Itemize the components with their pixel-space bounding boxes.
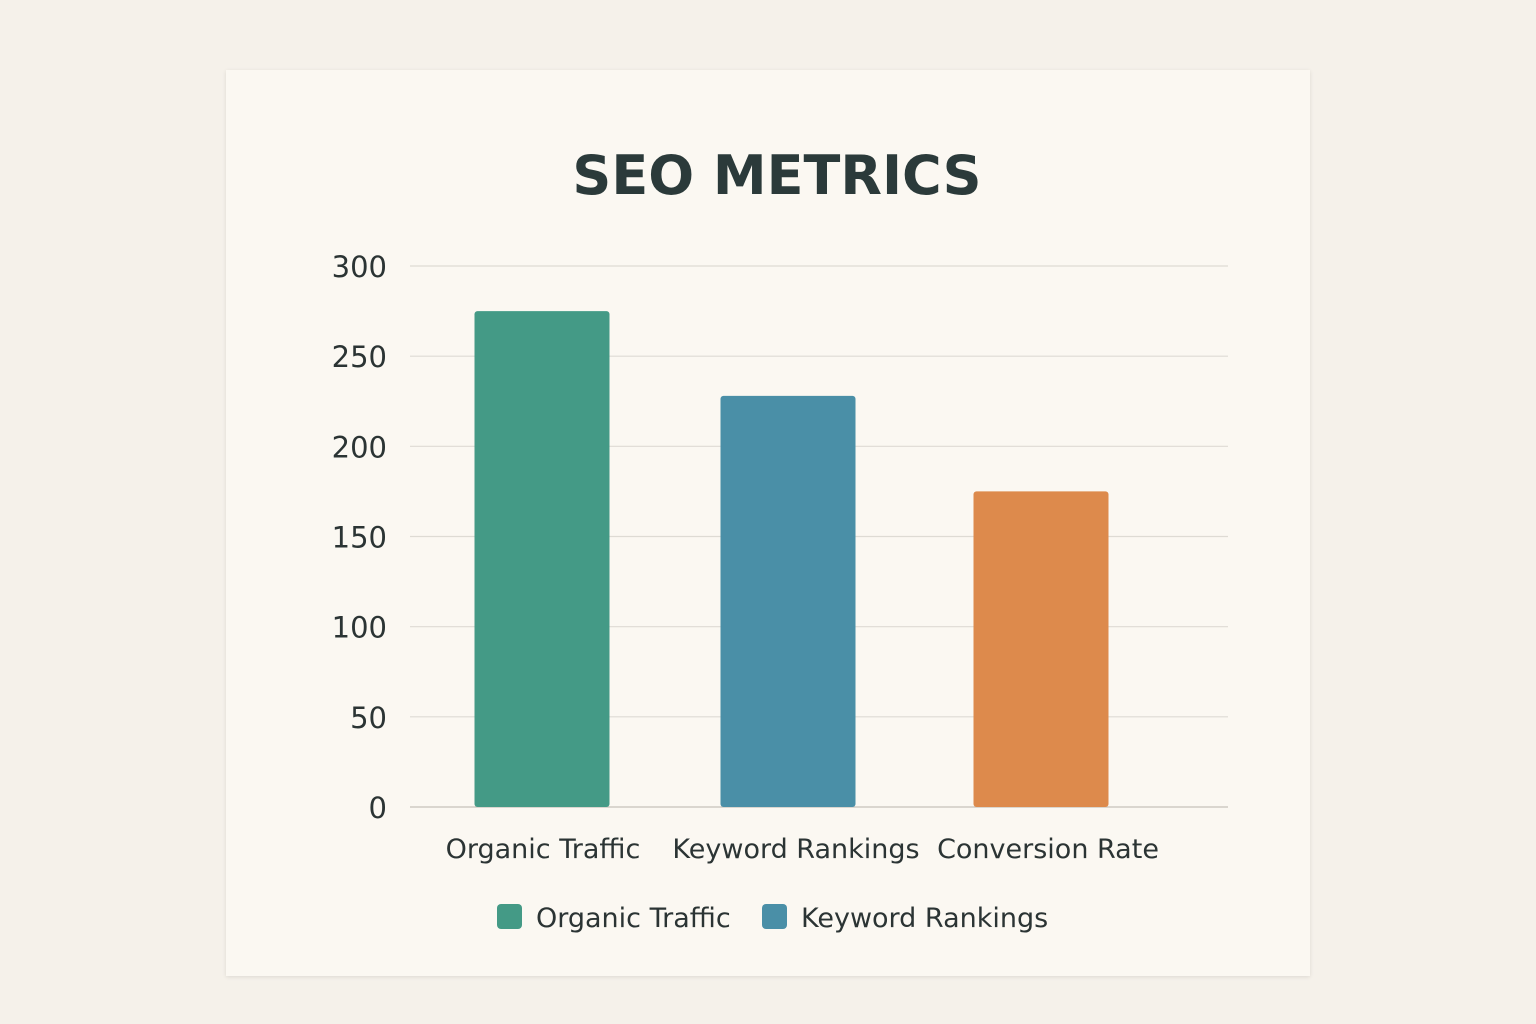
x-tick-label: Organic Traffic bbox=[446, 834, 641, 865]
legend: Organic Traffic Keyword Rankings bbox=[497, 903, 1048, 934]
y-tick-label: 0 bbox=[369, 791, 387, 825]
y-tick-label: 100 bbox=[332, 611, 387, 645]
x-tick-label: Keyword Rankings bbox=[672, 834, 919, 865]
x-axis-labels: Organic Traffic Keyword Rankings Conversio… bbox=[446, 834, 1159, 865]
legend-swatch bbox=[762, 904, 787, 929]
bar-conversion-rate bbox=[973, 491, 1109, 807]
y-tick-label: 300 bbox=[332, 250, 387, 284]
y-tick-label: 150 bbox=[332, 521, 387, 555]
legend-label: Keyword Rankings bbox=[801, 903, 1048, 934]
bar-keyword-rankings bbox=[720, 395, 856, 807]
legend-label: Organic Traffic bbox=[536, 903, 731, 934]
y-tick-label: 200 bbox=[332, 430, 387, 464]
y-axis-ticks: 0 50 100 150 200 250 300 bbox=[332, 250, 387, 825]
y-tick-label: 250 bbox=[332, 340, 387, 374]
chart-title: SEO METRICS bbox=[572, 144, 981, 207]
y-tick-label: 50 bbox=[350, 701, 387, 735]
bar-organic-traffic bbox=[474, 311, 610, 807]
legend-swatch bbox=[497, 904, 522, 929]
x-tick-label: Conversion Rate bbox=[937, 834, 1159, 865]
bars bbox=[474, 311, 1109, 807]
